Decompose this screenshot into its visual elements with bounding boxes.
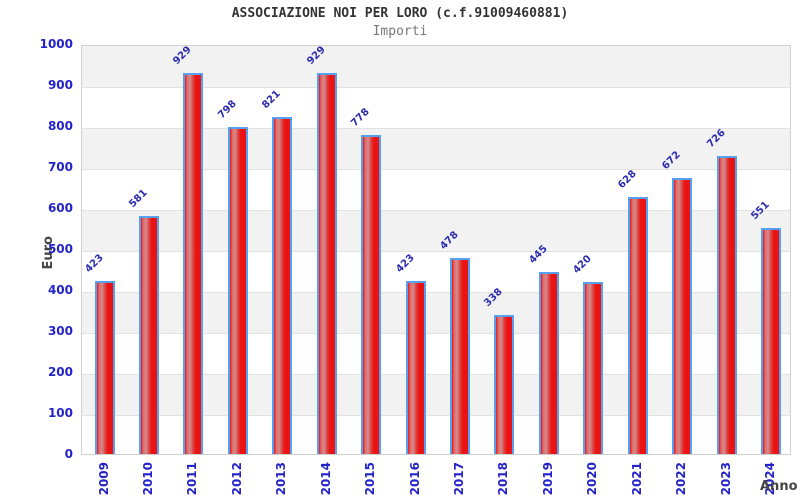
x-tick-label: 2023	[718, 462, 733, 496]
y-tick-label: 100	[47, 406, 73, 420]
bar-2014	[316, 73, 337, 454]
y-tick-label: 300	[47, 324, 73, 338]
x-tick-label: 2015	[363, 462, 378, 496]
bar-value-label: 423	[82, 252, 106, 275]
y-tick-label: 900	[47, 78, 73, 92]
bar-2018	[494, 315, 515, 454]
bar-2019	[538, 271, 559, 454]
gridline	[82, 169, 790, 170]
bar-2022	[672, 178, 693, 454]
bar-value-label: 420	[571, 253, 594, 276]
bar-value-label: 821	[260, 88, 283, 112]
y-tick-label: 1000	[39, 37, 73, 51]
gridline	[82, 128, 790, 129]
bar-2013	[272, 117, 293, 454]
gridline	[82, 210, 790, 211]
x-tick-label: 2012	[229, 462, 244, 496]
bar-value-label: 628	[615, 167, 639, 191]
bar-value-label: 581	[127, 187, 150, 210]
y-tick-label: 200	[47, 365, 73, 379]
bar-2024	[760, 228, 781, 454]
bar-2010	[138, 215, 159, 454]
bar-value-label: 778	[349, 106, 372, 130]
chart-subtitle: Importi	[372, 24, 428, 39]
x-tick-label: 2009	[96, 462, 111, 496]
x-tick-label: 2011	[185, 462, 200, 496]
x-tick-label: 2020	[585, 462, 600, 496]
y-tick-label: 700	[47, 160, 73, 174]
bar-2020	[583, 281, 604, 454]
gridline	[82, 374, 790, 375]
chart-title: ASSOCIAZIONE NOI PER LORO (c.f.910094608…	[231, 6, 569, 21]
x-tick-label: 2013	[274, 462, 289, 496]
gridline	[82, 87, 790, 88]
plot-area: 423 581 929 798 821 929 778 423 478 338 445 420 628 6…	[81, 45, 791, 455]
bar-2016	[405, 280, 426, 454]
y-tick-label: 600	[47, 201, 73, 215]
y-tick-label: 400	[47, 283, 73, 297]
bar-2012	[227, 126, 248, 454]
x-tick-label: 2018	[496, 462, 511, 496]
gridline	[82, 251, 790, 252]
bar-value-label: 798	[216, 98, 239, 121]
gridline	[82, 292, 790, 293]
gridline	[82, 415, 790, 416]
gridline	[82, 333, 790, 334]
bar-2009	[94, 280, 115, 454]
y-tick-label: 500	[47, 242, 73, 256]
y-tick-label: 800	[47, 119, 73, 133]
bar-2011	[183, 73, 204, 454]
x-tick-label: 2016	[407, 462, 422, 496]
x-tick-label: 2014	[318, 462, 333, 496]
x-tick-label: 2022	[674, 462, 689, 496]
x-tick-label: 2021	[629, 462, 644, 496]
bar-value-label: 423	[393, 252, 417, 275]
x-tick-label: 2017	[451, 462, 466, 496]
x-tick-label: 2010	[140, 462, 155, 496]
bar-2023	[716, 156, 737, 454]
bar-2021	[627, 196, 648, 454]
bar-2017	[449, 258, 470, 454]
y-tick-label: 0	[64, 447, 73, 461]
x-axis-label: Anno	[760, 479, 798, 494]
x-tick-label: 2019	[540, 462, 555, 496]
bar-2015	[361, 135, 382, 454]
